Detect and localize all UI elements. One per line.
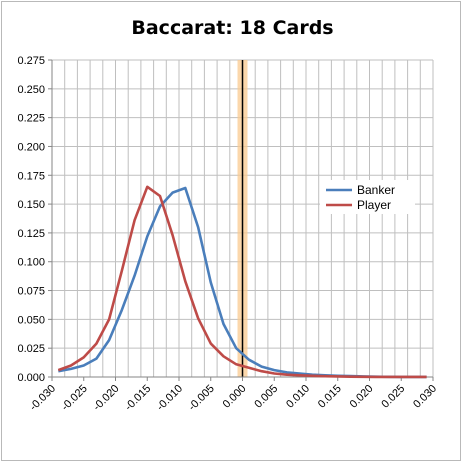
y-tick-label: 0.225: [17, 113, 45, 125]
series-line-player: [57, 185, 427, 379]
reference-line-group: [237, 60, 248, 377]
x-axis-ticks: -0.030 -0.025 -0.020 -0.015 -0.010 -0.005 0.00…: [28, 377, 439, 414]
x-tick-label: 0.030: [411, 383, 439, 411]
y-tick-label: 0.200: [17, 141, 45, 153]
legend-label: Player: [357, 198, 391, 212]
y-tick-label: 0.150: [17, 199, 45, 211]
x-tick-label: 0.015: [316, 383, 344, 411]
y-tick-label: 0.250: [17, 84, 45, 96]
x-tick-label: -0.020: [91, 383, 122, 414]
x-tick-label: -0.015: [123, 383, 154, 414]
x-tick-label: 0.000: [221, 383, 249, 411]
x-tick-label: 0.005: [252, 383, 280, 411]
y-tick-label: 0.275: [17, 55, 45, 67]
y-tick-label: 0.175: [17, 170, 45, 182]
y-tick-label: 0.000: [17, 372, 45, 384]
x-tick-label: -0.005: [186, 383, 217, 414]
x-tick-label: 0.020: [348, 383, 376, 411]
y-tick-label: 0.050: [17, 314, 45, 326]
y-tick-label: 0.025: [17, 343, 45, 355]
x-tick-label: -0.010: [155, 383, 186, 414]
legend-box: [320, 180, 415, 214]
y-tick-label: 0.100: [17, 257, 45, 269]
y-axis-ticks: 0.000 0.025 0.050 0.075 0.100 0.125 0.150 0.175…: [17, 55, 52, 384]
chart-title: Baccarat: 18 Cards: [131, 17, 334, 39]
legend-label: Banker: [357, 183, 395, 197]
x-tick-label: -0.030: [28, 383, 59, 414]
y-tick-label: 0.075: [17, 286, 45, 298]
series-lines: [57, 185, 427, 379]
x-tick-label: 0.010: [284, 383, 312, 411]
y-tick-label: 0.125: [17, 228, 45, 240]
x-tick-label: -0.025: [59, 383, 90, 414]
x-tick-label: 0.025: [379, 383, 407, 411]
